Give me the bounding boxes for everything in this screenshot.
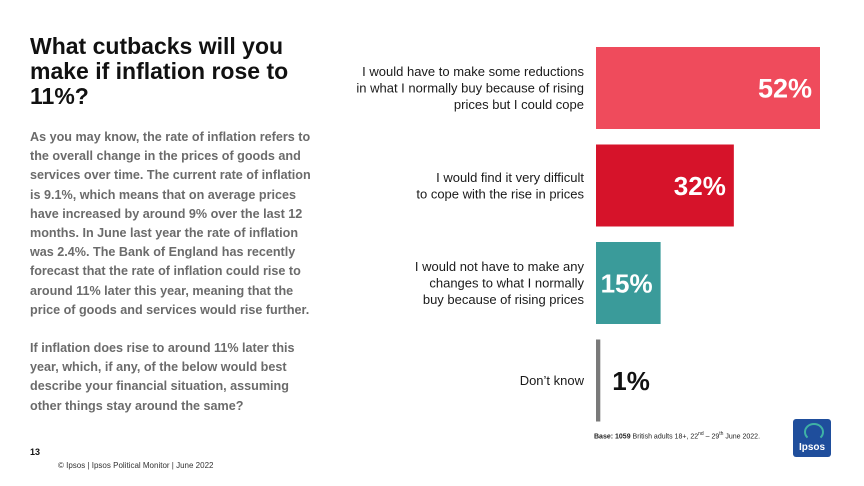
copyright-text: © Ipsos | Ipsos Political Monitor | June… — [58, 461, 214, 470]
category-label-line: buy because of rising prices — [423, 292, 585, 307]
bar-2 — [596, 144, 734, 227]
category-label-line: prices but I could cope — [454, 97, 584, 112]
value-label-1: 52% — [758, 74, 812, 104]
bar-4 — [596, 339, 601, 422]
page-number: 13 — [30, 447, 41, 457]
page-title: What cutbacks will you make if inflation… — [30, 33, 289, 109]
category-label-2: I would find it very difficult to cope wi… — [416, 170, 584, 202]
base-end: June 2022. — [723, 433, 761, 441]
category-label-line: in what I normally buy because of rising — [356, 81, 584, 96]
category-label-line: to cope with the rise in prices — [416, 186, 584, 201]
base-text: British adults 18+, 22 — [630, 433, 699, 441]
category-label-line: I would have to make some reductions — [362, 64, 584, 79]
intro-paragraph: As you may know, the rate of inflation r… — [30, 130, 311, 317]
category-label-line: Don’t know — [520, 373, 585, 388]
base-mid: – 29 — [703, 433, 720, 441]
value-label-4: 1% — [612, 366, 650, 396]
logo-text: Ipsos — [798, 442, 826, 453]
base-sup-2: th — [719, 431, 724, 437]
base-note: Base: 1059 British adults 18+, 22nd – 29… — [594, 431, 760, 440]
question-text: As you may know, the rate of inflation r… — [30, 128, 320, 435]
question-paragraph: If inflation does rise to around 11% lat… — [30, 341, 295, 413]
logo-mark-icon — [804, 423, 824, 441]
category-label-3: I would not have to make any changes to w… — [415, 259, 585, 307]
category-label-4: Don’t know — [520, 373, 585, 388]
base-sup-1: nd — [698, 431, 704, 437]
category-label-line: I would find it very difficult — [436, 170, 584, 185]
bar-3 — [596, 242, 661, 324]
base-label: Base: 1059 — [594, 433, 631, 441]
bar-1 — [596, 47, 820, 129]
value-label-2: 32% — [674, 171, 726, 201]
ipsos-logo: Ipsos — [793, 419, 831, 457]
category-label-line: I would not have to make any — [415, 259, 585, 274]
category-label-1: I would have to make some reductions in w… — [356, 64, 584, 112]
value-label-3: 15% — [601, 268, 653, 298]
category-label-line: changes to what I normally — [429, 276, 584, 291]
